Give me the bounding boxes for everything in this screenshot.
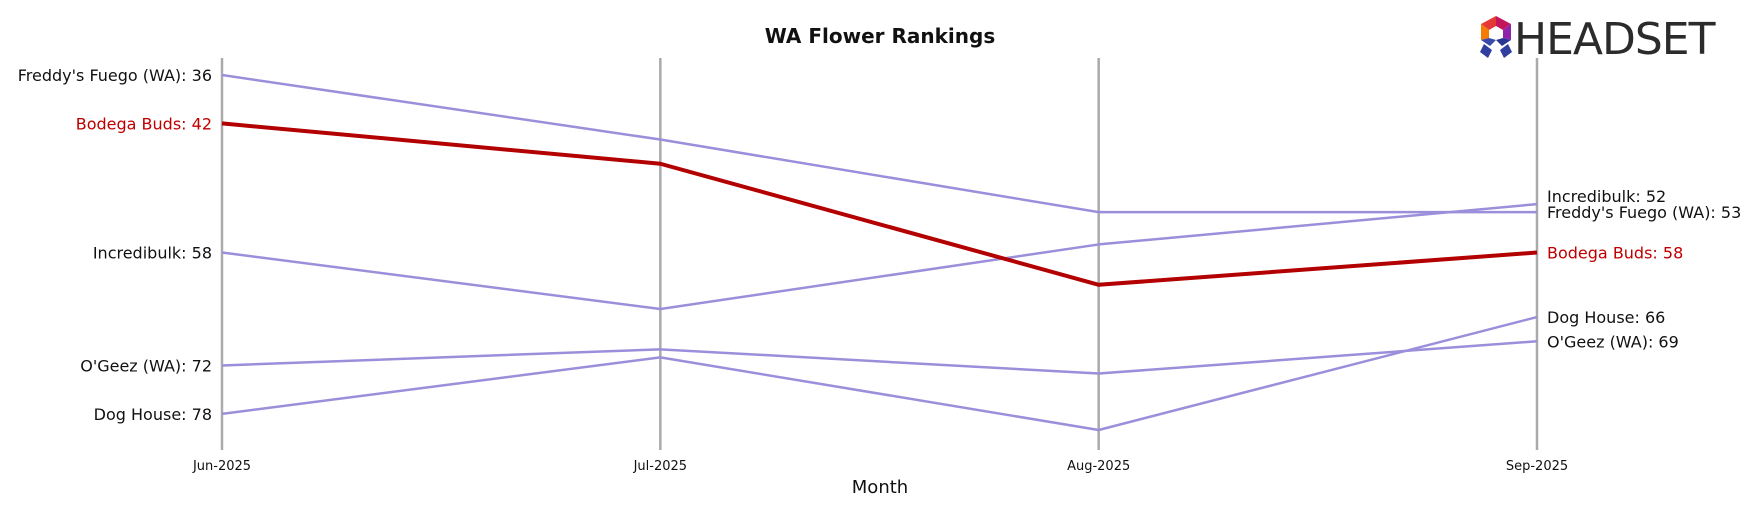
series-labels: Freddy's Fuego (WA): 36 Freddy's Fuego (W…	[18, 66, 1742, 424]
start-label: Dog House: 78	[94, 405, 212, 424]
chart-title: WA Flower Rankings	[765, 24, 995, 48]
series-line	[221, 202, 1538, 311]
grid-lines	[220, 58, 1539, 450]
x-tick-label: Jul-2025	[633, 459, 687, 474]
start-label: Freddy's Fuego (WA): 36	[18, 66, 212, 85]
end-label: Bodega Buds: 58	[1547, 244, 1683, 263]
x-tick-labels: Jun-2025 Jul-2025 Aug-2025 Sep-2025	[192, 459, 1568, 474]
x-tick-label: Sep-2025	[1506, 459, 1568, 474]
series-line	[221, 315, 1538, 432]
x-tick-label: Jun-2025	[192, 459, 251, 474]
brand-logo: HEADSET	[1480, 14, 1717, 65]
series-line	[221, 340, 1538, 375]
x-axis-title: Month	[852, 477, 908, 498]
x-tick-label: Aug-2025	[1067, 459, 1130, 474]
start-label: Bodega Buds: 42	[76, 114, 212, 133]
end-label: Incredibulk: 52	[1547, 187, 1666, 206]
series-line	[221, 121, 1538, 287]
end-label: Dog House: 66	[1547, 308, 1665, 327]
end-label: Freddy's Fuego (WA): 53	[1547, 203, 1741, 222]
series-lines	[221, 73, 1538, 432]
start-label: O'Geez (WA): 72	[80, 356, 212, 375]
end-label: O'Geez (WA): 69	[1547, 332, 1679, 351]
headset-logo-icon	[1480, 16, 1512, 58]
series-line	[221, 73, 1537, 214]
start-label: Incredibulk: 58	[93, 244, 212, 263]
brand-name: HEADSET	[1514, 14, 1716, 65]
